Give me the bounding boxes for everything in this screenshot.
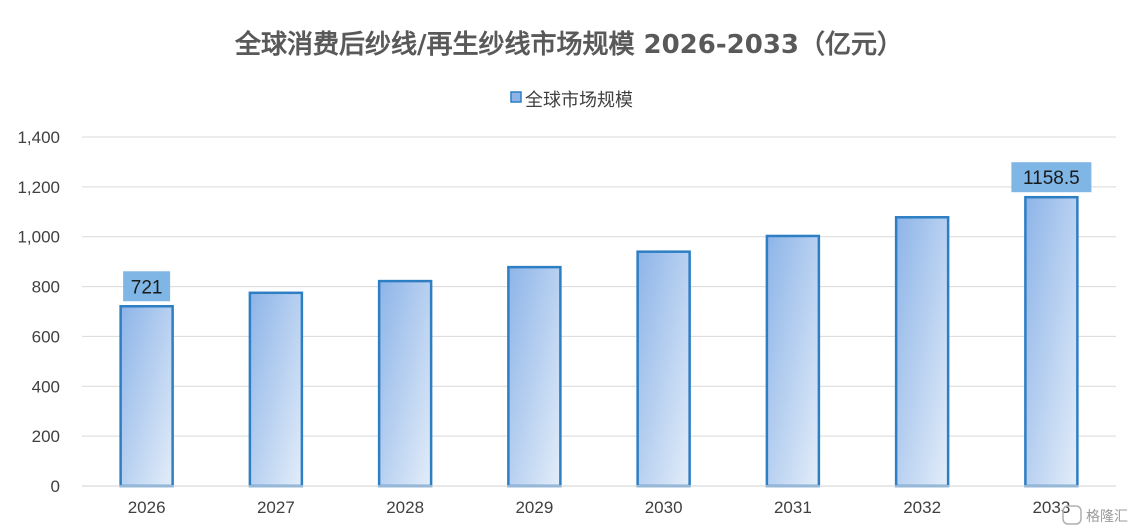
- bar: [1024, 195, 1079, 488]
- x-tick-label: 2027: [257, 498, 295, 517]
- x-tick-label: 2031: [774, 498, 812, 517]
- x-tick-label: 2028: [386, 498, 424, 517]
- data-label-box: [123, 271, 171, 302]
- y-tick-label: 1,200: [17, 178, 60, 197]
- y-tick-label: 0: [51, 477, 60, 496]
- y-tick-label: 1,400: [17, 128, 60, 147]
- bar: [248, 291, 304, 488]
- data-label: 1158.5: [1023, 168, 1080, 189]
- watermark-logo-icon: [1062, 505, 1082, 525]
- gridlines: [82, 136, 1116, 487]
- y-tick-label: 400: [32, 377, 60, 396]
- y-tick-label: 1,000: [17, 228, 60, 247]
- y-tick-label: 600: [32, 327, 60, 346]
- x-tick-label: 2030: [645, 498, 683, 517]
- bars: [119, 195, 1079, 488]
- bar: [377, 279, 433, 488]
- x-tick-label: 2032: [903, 498, 941, 517]
- bar: [894, 216, 950, 488]
- bar: [119, 305, 174, 488]
- x-tick-label: 2029: [515, 498, 553, 517]
- data-labels: 721 1158.5: [123, 162, 1092, 302]
- bar: [636, 250, 691, 488]
- y-tick-label: 800: [32, 278, 60, 297]
- x-tick-label: 2033: [1032, 498, 1070, 517]
- bar: [507, 265, 562, 488]
- legend-label: 全球市场规模: [525, 90, 633, 111]
- data-label-box: [1011, 162, 1092, 193]
- watermark-text: 格隆汇: [1086, 509, 1128, 525]
- bar: [765, 234, 821, 488]
- legend: 全球市场规模: [510, 90, 633, 111]
- y-axis: 0 200 400 600 800 1,000 1,200 1,400: [17, 128, 60, 496]
- y-tick-label: 200: [32, 427, 60, 446]
- watermark: 格隆汇: [1062, 505, 1128, 525]
- legend-swatch: [510, 91, 522, 103]
- x-axis: 2026 2027 2028 2029 2030 2031 2032 2033: [82, 485, 1116, 517]
- chart-title: 全球消费后纱线/再生纱线市场规模 2026-2033（亿元）: [234, 29, 903, 60]
- x-tick-label: 2026: [128, 498, 166, 517]
- data-label: 721: [131, 277, 163, 298]
